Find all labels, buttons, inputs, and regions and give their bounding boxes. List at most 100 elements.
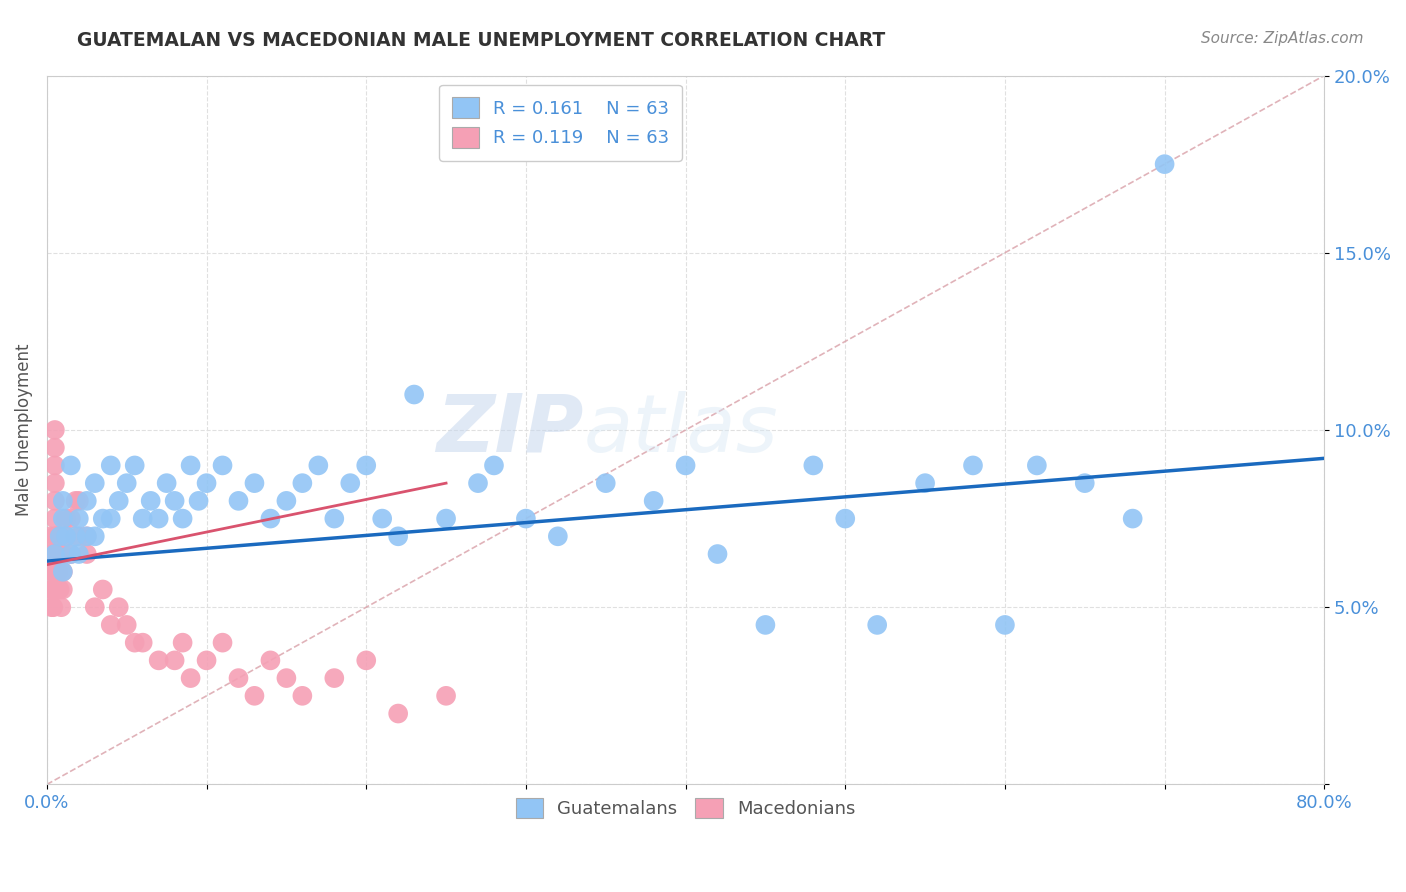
Point — [46, 565, 69, 579]
Point — [46, 582, 69, 597]
Point — [52, 494, 75, 508]
Point — [434, 689, 457, 703]
Point — [1025, 458, 1047, 473]
Point — [51, 600, 73, 615]
Point — [59, 511, 82, 525]
Point — [131, 511, 153, 525]
Point — [100, 511, 122, 525]
Point — [323, 511, 346, 525]
Point — [52, 582, 75, 597]
Point — [67, 529, 90, 543]
Point — [643, 494, 665, 508]
Point — [595, 476, 617, 491]
Point — [52, 511, 75, 525]
Point — [65, 529, 87, 543]
Point — [706, 547, 728, 561]
Point — [44, 582, 66, 597]
Point — [163, 494, 186, 508]
Point — [148, 511, 170, 525]
Point — [276, 671, 298, 685]
Point — [59, 458, 82, 473]
Point — [59, 547, 82, 561]
Point — [44, 529, 66, 543]
Point — [44, 582, 66, 597]
Point — [44, 494, 66, 508]
Point — [91, 582, 114, 597]
Point — [83, 476, 105, 491]
Point — [228, 671, 250, 685]
Point — [323, 671, 346, 685]
Point — [962, 458, 984, 473]
Point — [675, 458, 697, 473]
Legend: Guatemalans, Macedonians: Guatemalans, Macedonians — [509, 790, 863, 825]
Point — [163, 653, 186, 667]
Point — [44, 476, 66, 491]
Point — [67, 494, 90, 508]
Point — [115, 618, 138, 632]
Point — [44, 423, 66, 437]
Point — [55, 529, 77, 543]
Point — [44, 511, 66, 525]
Point — [41, 600, 63, 615]
Point — [115, 476, 138, 491]
Point — [1074, 476, 1097, 491]
Point — [55, 529, 77, 543]
Point — [515, 511, 537, 525]
Point — [39, 547, 62, 561]
Point — [45, 547, 67, 561]
Point — [482, 458, 505, 473]
Text: atlas: atlas — [583, 391, 778, 469]
Point — [834, 511, 856, 525]
Point — [131, 635, 153, 649]
Point — [276, 494, 298, 508]
Point — [51, 547, 73, 561]
Point — [67, 547, 90, 561]
Point — [259, 511, 281, 525]
Point — [48, 529, 70, 543]
Point — [124, 458, 146, 473]
Point — [914, 476, 936, 491]
Point — [387, 529, 409, 543]
Point — [107, 494, 129, 508]
Point — [45, 529, 67, 543]
Point — [48, 582, 70, 597]
Point — [547, 529, 569, 543]
Point — [307, 458, 329, 473]
Point — [65, 494, 87, 508]
Point — [801, 458, 824, 473]
Point — [44, 441, 66, 455]
Point — [354, 458, 377, 473]
Point — [44, 458, 66, 473]
Point — [291, 476, 314, 491]
Point — [76, 529, 98, 543]
Point — [76, 547, 98, 561]
Point — [243, 689, 266, 703]
Point — [42, 547, 65, 561]
Point — [46, 547, 69, 561]
Point — [76, 494, 98, 508]
Point — [467, 476, 489, 491]
Point — [83, 529, 105, 543]
Point — [866, 618, 889, 632]
Point — [42, 582, 65, 597]
Point — [67, 511, 90, 525]
Point — [172, 511, 194, 525]
Text: GUATEMALAN VS MACEDONIAN MALE UNEMPLOYMENT CORRELATION CHART: GUATEMALAN VS MACEDONIAN MALE UNEMPLOYME… — [77, 31, 886, 50]
Point — [76, 529, 98, 543]
Y-axis label: Male Unemployment: Male Unemployment — [15, 343, 32, 516]
Point — [180, 458, 202, 473]
Point — [107, 600, 129, 615]
Point — [148, 653, 170, 667]
Point — [404, 387, 426, 401]
Text: Source: ZipAtlas.com: Source: ZipAtlas.com — [1201, 31, 1364, 46]
Point — [211, 635, 233, 649]
Point — [100, 458, 122, 473]
Point — [45, 565, 67, 579]
Point — [1153, 157, 1175, 171]
Point — [994, 618, 1017, 632]
Point — [42, 565, 65, 579]
Point — [48, 529, 70, 543]
Point — [354, 653, 377, 667]
Point — [59, 547, 82, 561]
Point — [371, 511, 394, 525]
